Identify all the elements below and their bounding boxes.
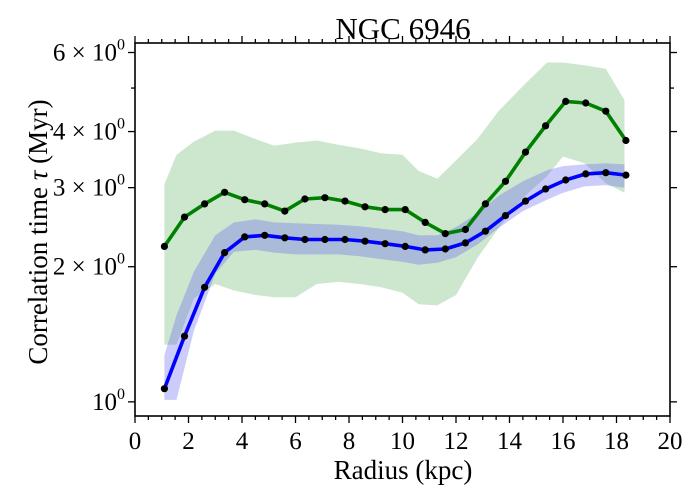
y-tick-label-base: 4 × 10 xyxy=(53,119,117,146)
y-tick-label-exponent: 0 xyxy=(117,251,125,268)
series-1-point xyxy=(301,195,309,203)
x-tick-label: 4 xyxy=(236,428,249,455)
y-tick-label: 3 × 100 xyxy=(53,172,125,202)
series-2-point xyxy=(361,237,369,245)
series-2-point xyxy=(241,233,249,241)
y-tick-label-base: 10 xyxy=(92,389,117,416)
series-1-point xyxy=(201,200,209,208)
series-1-point xyxy=(281,207,289,215)
y-tick-label-exponent: 0 xyxy=(117,116,125,133)
series-1-point xyxy=(341,197,349,205)
series-2-point xyxy=(221,249,229,257)
series-1-point xyxy=(501,177,510,185)
series-2-point xyxy=(341,235,349,244)
series-2-point xyxy=(281,234,289,242)
series-1-point xyxy=(261,200,269,208)
y-tick-label: 6 × 100 xyxy=(53,37,125,67)
series-2-point xyxy=(521,197,530,205)
y-axis-label-suffix: (Myr) xyxy=(23,99,53,170)
series-2-point xyxy=(481,227,489,235)
series-2-point xyxy=(622,171,630,179)
y-tick-label: 100 xyxy=(92,386,125,416)
series-2-point xyxy=(441,245,449,253)
x-tick-label: 0 xyxy=(129,428,142,455)
x-tick-label: 18 xyxy=(604,428,629,455)
x-tick-label: 16 xyxy=(551,428,576,455)
series-2-point xyxy=(160,385,168,393)
y-tick-label-exponent: 0 xyxy=(117,386,125,403)
series-1-point xyxy=(180,213,189,221)
series-2-point xyxy=(180,332,189,340)
axis-ticks xyxy=(128,36,677,423)
y-tick-label-exponent: 0 xyxy=(117,172,125,189)
series-1-point xyxy=(542,122,550,130)
series-1-point xyxy=(241,196,249,204)
y-tick-label-exponent: 0 xyxy=(117,37,125,54)
series-2-point xyxy=(421,246,429,254)
series-2-point xyxy=(501,212,510,220)
series-points xyxy=(160,97,630,393)
series-2-point xyxy=(562,176,570,184)
series-2-point xyxy=(401,242,409,250)
y-tick-label: 4 × 100 xyxy=(53,116,125,146)
series-1-point xyxy=(521,148,530,156)
x-axis-label: Radius (kpc) xyxy=(334,455,473,485)
series-2-point xyxy=(381,240,389,248)
y-axis-label: Correlation time τ (Myr) xyxy=(23,99,53,364)
series-2-point xyxy=(201,283,209,291)
series-2-point xyxy=(261,231,269,239)
x-tick-label: 20 xyxy=(658,428,683,455)
series-2-point xyxy=(602,169,610,177)
y-tick-label: 2 × 100 xyxy=(53,251,125,281)
confidence-bands xyxy=(164,62,625,400)
series-2-point xyxy=(321,235,329,244)
series-1-point xyxy=(441,230,449,238)
series-1-point xyxy=(381,206,389,214)
series-1-point xyxy=(562,97,570,105)
series-1-point xyxy=(321,194,329,202)
series-1-point xyxy=(221,188,229,196)
y-axis-label-symbol: τ xyxy=(23,169,53,180)
x-tick-label: 2 xyxy=(182,428,195,455)
series-2-band xyxy=(164,163,625,400)
series-1-point xyxy=(461,225,469,234)
series-1-point xyxy=(602,107,610,115)
series-1-point xyxy=(421,218,429,226)
series-1-point xyxy=(160,242,168,250)
chart-title: NGC 6946 xyxy=(335,11,470,46)
series-1-point xyxy=(582,99,590,107)
y-tick-label-base: 2 × 10 xyxy=(53,254,117,281)
series-1-point xyxy=(401,206,409,214)
x-tick-label: 8 xyxy=(343,428,356,455)
y-tick-label-base: 6 × 10 xyxy=(53,40,117,67)
y-axis-label-prefix: Correlation time xyxy=(23,180,53,364)
series-1-band xyxy=(164,62,625,345)
series-2-point xyxy=(582,170,590,178)
series-2-line xyxy=(162,170,628,391)
series-1-point xyxy=(361,203,369,211)
series-2-point xyxy=(461,239,469,247)
x-tick-label: 6 xyxy=(289,428,302,455)
series-2-point xyxy=(301,235,309,244)
x-tick-label: 12 xyxy=(444,428,469,455)
x-tick-label: 10 xyxy=(390,428,415,455)
series-1-point xyxy=(481,200,489,208)
y-tick-label-base: 3 × 10 xyxy=(53,175,117,202)
series-1-point xyxy=(622,136,630,145)
x-tick-label: 14 xyxy=(497,428,523,455)
series-2-point xyxy=(542,185,550,193)
